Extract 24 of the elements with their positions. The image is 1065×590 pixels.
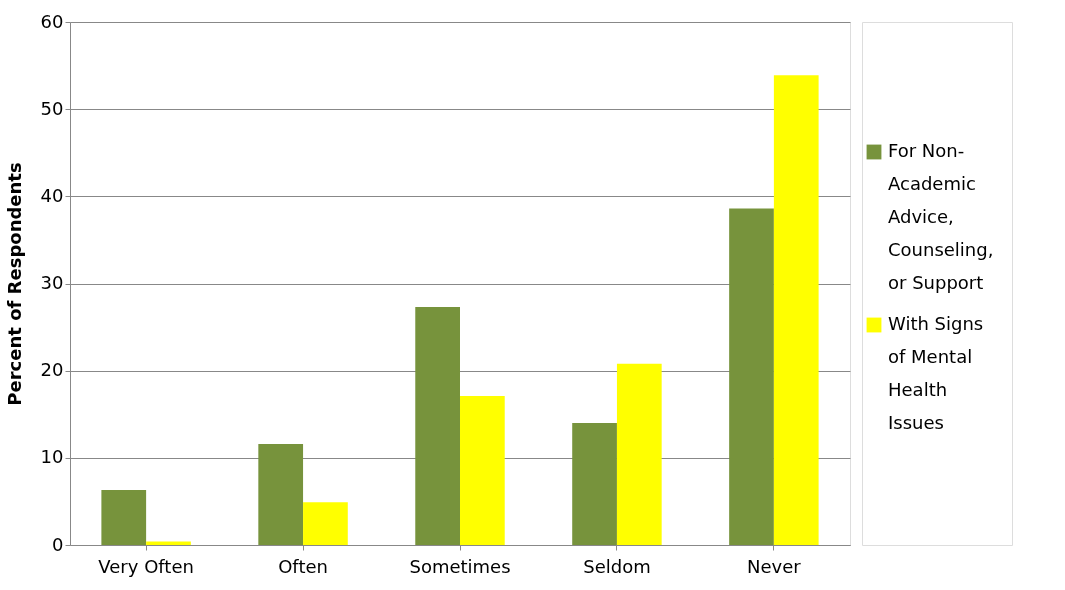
legend-label: For Non-Academic Advice, Counseling, or Support	[888, 140, 994, 293]
bar	[729, 208, 774, 545]
x-tick-label: Sometimes	[409, 555, 511, 577]
bar	[460, 395, 505, 545]
bar	[258, 443, 304, 545]
x-tick-label: Often	[278, 555, 328, 577]
bar	[101, 490, 147, 545]
y-tick-label: 0	[52, 533, 64, 555]
bar	[616, 363, 662, 545]
legend-label: With Signs of Mental Health Issues	[888, 313, 984, 433]
x-tick-label: Very Often	[98, 555, 194, 577]
x-tick-label: Never	[747, 555, 802, 577]
y-tick-label: 40	[40, 184, 64, 206]
bar	[773, 75, 819, 545]
bar	[415, 307, 460, 545]
y-tick-label: 50	[40, 97, 64, 119]
y-tick-label: 20	[40, 359, 64, 381]
y-tick-label: 10	[40, 446, 64, 468]
y-tick-label: 30	[40, 272, 64, 293]
bar	[303, 502, 348, 545]
y-axis-title: Percent of Respondents	[3, 162, 25, 406]
x-tick-label: Seldom	[583, 555, 651, 577]
bar	[572, 422, 617, 545]
y-tick-label: 60	[40, 10, 64, 32]
